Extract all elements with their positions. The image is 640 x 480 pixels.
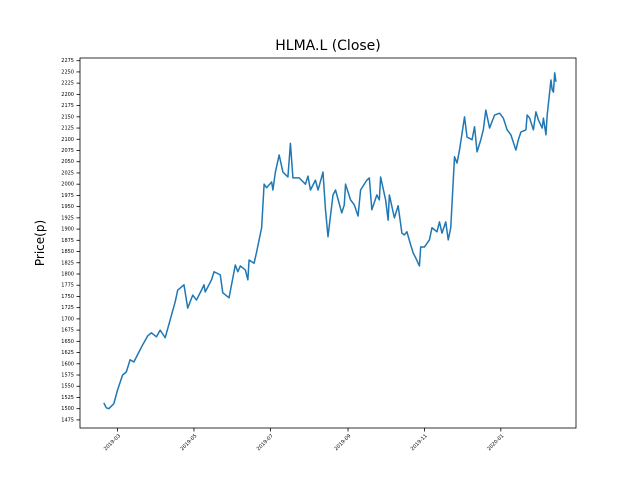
plot-frame	[79, 57, 577, 429]
price-line	[103, 72, 557, 410]
y-tick-label: 1550	[61, 384, 74, 390]
chart-title: HLMA.L (Close)	[275, 38, 381, 54]
y-tick-label: 2025	[61, 170, 74, 176]
y-tick-label: 1725	[61, 305, 74, 311]
y-tick-label: 1500	[61, 406, 74, 412]
y-tick-label: 1575	[61, 373, 74, 379]
y-tick-label: 2175	[61, 103, 74, 109]
y-tick-label: 2150	[61, 114, 74, 120]
y-tick-label: 2125	[61, 126, 74, 132]
y-tick-label: 2275	[61, 58, 74, 64]
y-tick-label: 2225	[61, 81, 74, 87]
y-tick-label: 1975	[61, 193, 74, 199]
y-tick-label: 1475	[61, 417, 74, 423]
y-tick-label: 1850	[61, 249, 74, 255]
y-tick-label: 1950	[61, 204, 74, 210]
y-tick-label: 1900	[61, 227, 74, 233]
y-tick-label: 2075	[61, 148, 74, 154]
y-tick-label: 2050	[61, 159, 74, 165]
y-axis-label: Price(p)	[33, 220, 47, 266]
y-tick-label: 2000	[61, 182, 74, 188]
y-tick-label: 1675	[61, 328, 74, 334]
y-tick-label: 1650	[61, 339, 74, 345]
y-tick-label: 2200	[61, 92, 74, 98]
y-tick-label: 1625	[61, 350, 74, 356]
y-tick-label: 1925	[61, 215, 74, 221]
y-tick-label: 1700	[61, 316, 74, 322]
y-tick-label: 1600	[61, 361, 74, 367]
y-tick-label: 2100	[61, 137, 74, 143]
y-tick-label: 1875	[61, 238, 74, 244]
y-tick-label: 1800	[61, 271, 74, 277]
y-tick-label: 1825	[61, 260, 74, 266]
y-tick-label: 2250	[61, 69, 74, 75]
y-tick-label: 1775	[61, 283, 74, 289]
y-tick-label: 1750	[61, 294, 74, 300]
y-tick-label: 1525	[61, 395, 74, 401]
